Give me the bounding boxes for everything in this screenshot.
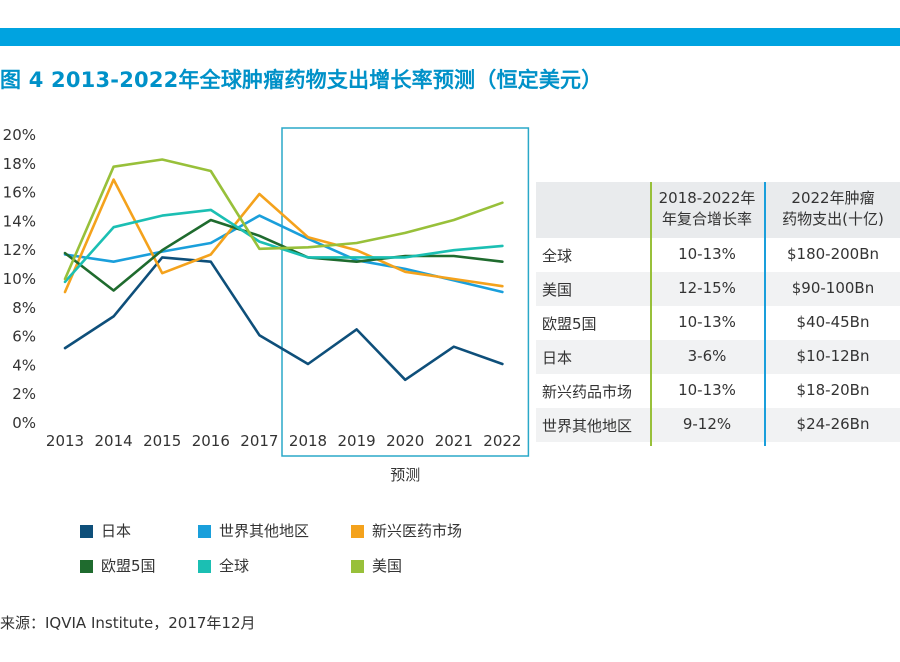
x-tick-label: 2015 (143, 432, 181, 450)
legend-label: 美国 (372, 557, 403, 575)
header-cagr: 2018-2022年 年复合增长率 (658, 189, 756, 228)
x-tick-label: 2019 (338, 432, 376, 450)
series-line-3 (63, 218, 504, 292)
y-tick-label: 16% (3, 184, 36, 202)
legend-swatch (198, 525, 211, 538)
x-tick-label: 2017 (240, 432, 278, 450)
legend-label: 新兴医药市场 (372, 522, 463, 540)
row-region: 新兴药品市场 (542, 383, 633, 401)
table-row: 全球 10-13% $180-200Bn (536, 238, 900, 272)
legend-label: 欧盟5国 (101, 557, 156, 575)
x-tick-label: 2021 (435, 432, 473, 450)
row-spend: $180-200Bn (786, 245, 879, 263)
row-region: 世界其他地区 (542, 417, 633, 435)
table-row: 世界其他地区 9-12% $24-26Bn (536, 408, 900, 442)
row-region: 全球 (542, 247, 573, 265)
top-accent-bar (0, 28, 900, 46)
row-spend: $40-45Bn (796, 313, 870, 331)
legend-label: 日本 (101, 522, 132, 540)
y-tick-label: 12% (3, 241, 36, 259)
legend-swatch (80, 525, 93, 538)
table-divider-blue (764, 182, 766, 446)
row-region: 日本 (542, 349, 573, 367)
legend-label: 全球 (219, 557, 250, 575)
y-tick-label: 18% (3, 155, 36, 173)
legend-swatch (80, 560, 93, 573)
table-row: 欧盟5国 10-13% $40-45Bn (536, 306, 900, 340)
x-tick-label: 2016 (192, 432, 230, 450)
row-spend: $18-20Bn (796, 381, 870, 399)
legend-swatch (351, 560, 364, 573)
y-tick-label: 4% (12, 356, 36, 374)
x-axis-label: 预测 (390, 466, 420, 484)
header-spend: 2022年肿瘤 药物支出(十亿) (782, 189, 884, 228)
y-tick-label: 14% (3, 212, 36, 230)
y-tick-label: 8% (12, 299, 36, 317)
figure-title: 图 4 2013-2022年全球肿瘤药物支出增长率预测（恒定美元） (0, 68, 603, 92)
row-region: 欧盟5国 (542, 315, 597, 333)
series-line-2 (63, 178, 504, 294)
x-tick-label: 2022 (483, 432, 521, 450)
row-cagr: 12-15% (678, 279, 736, 297)
row-spend: $10-12Bn (796, 347, 870, 365)
row-cagr: 9-12% (682, 415, 732, 433)
y-tick-label: 10% (3, 270, 36, 288)
series-line-0 (63, 256, 504, 382)
row-spend: $24-26Bn (796, 415, 870, 433)
row-cagr: 10-13% (678, 245, 736, 263)
row-cagr: 3-6% (687, 347, 727, 365)
source-note: 来源：IQVIA Institute，2017年12月 (0, 614, 256, 632)
row-region: 美国 (542, 281, 573, 299)
table-divider-green (650, 182, 652, 446)
y-tick-label: 20% (3, 126, 36, 144)
x-tick-label: 2020 (386, 432, 424, 450)
series-line-4 (63, 208, 504, 284)
row-spend: $90-100Bn (791, 279, 875, 297)
chart-legend: 日本 世界其他地区 新兴医药市场 欧盟5国 全球 美国 (80, 518, 540, 588)
series-line-5 (63, 158, 504, 281)
forecast-box (281, 127, 530, 457)
x-tick-label: 2014 (95, 432, 133, 450)
legend-label: 世界其他地区 (219, 522, 310, 540)
y-tick-label: 2% (12, 385, 36, 403)
legend-swatch (351, 525, 364, 538)
y-tick-label: 0% (12, 414, 36, 432)
table-header: 2018-2022年 年复合增长率 2022年肿瘤 药物支出(十亿) (536, 182, 900, 238)
table-row: 美国 12-15% $90-100Bn (536, 272, 900, 306)
legend-swatch (198, 560, 211, 573)
y-tick-label: 6% (12, 328, 36, 346)
x-tick-label: 2018 (289, 432, 327, 450)
row-cagr: 10-13% (678, 313, 736, 331)
x-tick-label: 2013 (46, 432, 84, 450)
table-row: 日本 3-6% $10-12Bn (536, 340, 900, 374)
row-cagr: 10-13% (678, 381, 736, 399)
table-row: 新兴药品市场 10-13% $18-20Bn (536, 374, 900, 408)
